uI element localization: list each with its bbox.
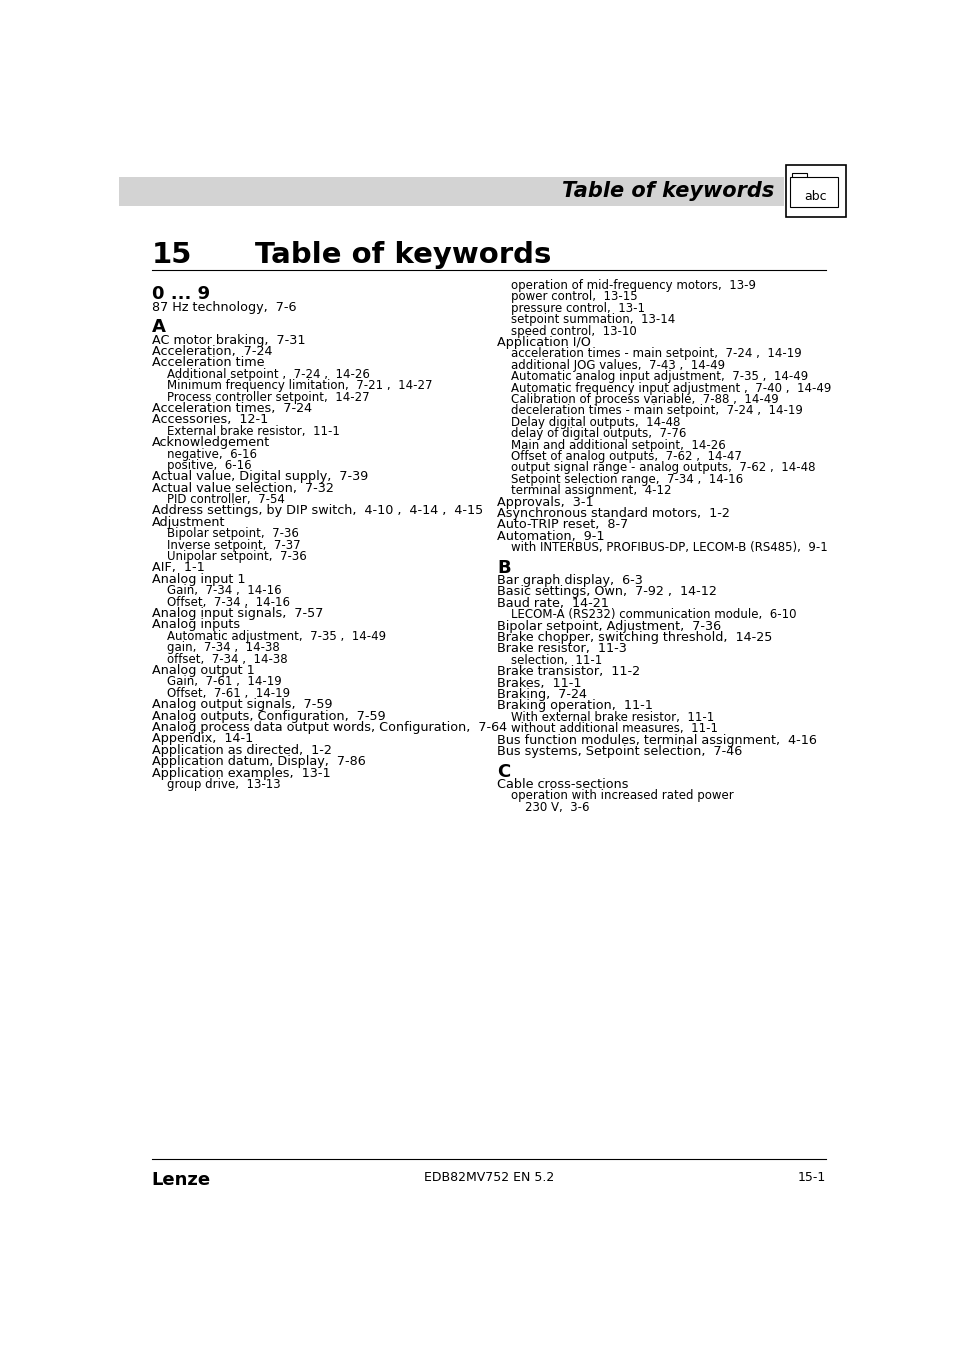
Text: Bipolar setpoint,  7-36: Bipolar setpoint, 7-36: [167, 528, 299, 540]
Text: Asynchronous standard motors,  1-2: Asynchronous standard motors, 1-2: [497, 508, 730, 520]
Text: Application as directed,  1-2: Application as directed, 1-2: [152, 744, 332, 757]
Text: negative,  6-16: negative, 6-16: [167, 447, 257, 460]
Text: Bus function modules, terminal assignment,  4-16: Bus function modules, terminal assignmen…: [497, 733, 817, 747]
Text: Address settings, by DIP switch,  4-10 ,  4-14 ,  4-15: Address settings, by DIP switch, 4-10 , …: [152, 505, 482, 517]
Text: EDB82MV752 EN 5.2: EDB82MV752 EN 5.2: [423, 1170, 554, 1184]
Text: Acceleration times,  7-24: Acceleration times, 7-24: [152, 402, 312, 414]
Text: setpoint summation,  13-14: setpoint summation, 13-14: [511, 313, 675, 327]
Bar: [785, 165, 845, 217]
Text: Bar graph display,  6-3: Bar graph display, 6-3: [497, 574, 642, 587]
Text: Actual value, Digital supply,  7-39: Actual value, Digital supply, 7-39: [152, 470, 368, 483]
Text: Approvals,  3-1: Approvals, 3-1: [497, 495, 594, 509]
Bar: [119, 177, 783, 207]
Text: Baud rate,  14-21: Baud rate, 14-21: [497, 597, 609, 610]
Text: C: C: [497, 763, 510, 780]
Text: Appendix,  14-1: Appendix, 14-1: [152, 733, 253, 745]
Text: Offset,  7-61 ,  14-19: Offset, 7-61 , 14-19: [167, 687, 290, 699]
Text: abc: abc: [803, 190, 826, 202]
Text: AIF,  1-1: AIF, 1-1: [152, 562, 204, 575]
Text: Acknowledgement: Acknowledgement: [152, 436, 270, 450]
Text: Application I/O: Application I/O: [497, 336, 591, 350]
Text: Adjustment: Adjustment: [152, 516, 225, 529]
Text: offset,  7-34 ,  14-38: offset, 7-34 , 14-38: [167, 652, 288, 666]
Text: Application datum, Display,  7-86: Application datum, Display, 7-86: [152, 755, 365, 768]
Text: output signal range - analog outputs,  7-62 ,  14-48: output signal range - analog outputs, 7-…: [511, 462, 815, 474]
Text: Auto-TRIP reset,  8-7: Auto-TRIP reset, 8-7: [497, 518, 628, 532]
Text: Brake chopper, switching threshold,  14-25: Brake chopper, switching threshold, 14-2…: [497, 630, 772, 644]
Text: without additional measures,  11-1: without additional measures, 11-1: [511, 722, 718, 736]
Text: Acceleration time: Acceleration time: [152, 356, 264, 370]
Bar: [791, 173, 806, 180]
Text: Brake resistor,  11-3: Brake resistor, 11-3: [497, 643, 627, 656]
Text: Analog input 1: Analog input 1: [152, 572, 245, 586]
Text: 87 Hz technology,  7-6: 87 Hz technology, 7-6: [152, 301, 296, 313]
Text: A: A: [152, 319, 166, 336]
Text: Offset,  7-34 ,  14-16: Offset, 7-34 , 14-16: [167, 595, 290, 609]
Text: 15: 15: [152, 240, 192, 269]
Text: Accessories,  12-1: Accessories, 12-1: [152, 413, 268, 427]
Text: Main and additional setpoint,  14-26: Main and additional setpoint, 14-26: [511, 439, 725, 452]
Text: Analog inputs: Analog inputs: [152, 618, 239, 632]
Text: B: B: [497, 559, 511, 576]
Text: acceleration times - main setpoint,  7-24 ,  14-19: acceleration times - main setpoint, 7-24…: [511, 347, 801, 360]
Text: Bus systems, Setpoint selection,  7-46: Bus systems, Setpoint selection, 7-46: [497, 745, 742, 759]
Text: 0 ... 9: 0 ... 9: [152, 285, 210, 304]
Text: AC motor braking,  7-31: AC motor braking, 7-31: [152, 333, 305, 347]
Text: Automatic analog input adjustment,  7-35 ,  14-49: Automatic analog input adjustment, 7-35 …: [511, 370, 808, 383]
Text: Brake transistor,  11-2: Brake transistor, 11-2: [497, 666, 639, 678]
Text: speed control,  13-10: speed control, 13-10: [511, 324, 637, 338]
Text: group drive,  13-13: group drive, 13-13: [167, 778, 280, 791]
Text: Cable cross-sections: Cable cross-sections: [497, 778, 628, 791]
Text: deceleration times - main setpoint,  7-24 ,  14-19: deceleration times - main setpoint, 7-24…: [511, 405, 802, 417]
Text: Acceleration,  7-24: Acceleration, 7-24: [152, 346, 272, 358]
Text: gain,  7-34 ,  14-38: gain, 7-34 , 14-38: [167, 641, 280, 655]
Text: Analog output signals,  7-59: Analog output signals, 7-59: [152, 698, 332, 711]
Text: Automation,  9-1: Automation, 9-1: [497, 529, 604, 543]
Text: Basic settings, Own,  7-92 ,  14-12: Basic settings, Own, 7-92 , 14-12: [497, 586, 717, 598]
Text: External brake resistor,  11-1: External brake resistor, 11-1: [167, 425, 340, 437]
Text: Brakes,  11-1: Brakes, 11-1: [497, 676, 581, 690]
Text: Delay digital outputs,  14-48: Delay digital outputs, 14-48: [511, 416, 680, 429]
Text: Analog input signals,  7-57: Analog input signals, 7-57: [152, 608, 323, 620]
Text: Gain,  7-61 ,  14-19: Gain, 7-61 , 14-19: [167, 675, 282, 688]
Text: Analog outputs, Configuration,  7-59: Analog outputs, Configuration, 7-59: [152, 710, 385, 722]
Text: terminal assignment,  4-12: terminal assignment, 4-12: [511, 485, 671, 497]
Text: With external brake resistor,  11-1: With external brake resistor, 11-1: [511, 711, 714, 724]
Text: 15-1: 15-1: [797, 1170, 825, 1184]
Text: Unipolar setpoint,  7-36: Unipolar setpoint, 7-36: [167, 549, 307, 563]
Text: Calibration of process variable,  7-88 ,  14-49: Calibration of process variable, 7-88 , …: [511, 393, 779, 406]
Text: Bipolar setpoint, Adjustment,  7-36: Bipolar setpoint, Adjustment, 7-36: [497, 620, 720, 633]
Text: Table of keywords: Table of keywords: [561, 181, 773, 201]
Text: Actual value selection,  7-32: Actual value selection, 7-32: [152, 482, 334, 494]
Text: Additional setpoint ,  7-24 ,  14-26: Additional setpoint , 7-24 , 14-26: [167, 367, 370, 381]
Text: Braking operation,  11-1: Braking operation, 11-1: [497, 699, 653, 713]
Text: Gain,  7-34 ,  14-16: Gain, 7-34 , 14-16: [167, 585, 282, 597]
Text: LECOM-A (RS232) communication module,  6-10: LECOM-A (RS232) communication module, 6-…: [511, 609, 796, 621]
Text: additional JOG values,  7-43 ,  14-49: additional JOG values, 7-43 , 14-49: [511, 359, 725, 371]
Text: Lenze: Lenze: [152, 1170, 211, 1189]
Text: delay of digital outputs,  7-76: delay of digital outputs, 7-76: [511, 427, 686, 440]
Text: Process controller setpoint,  14-27: Process controller setpoint, 14-27: [167, 390, 370, 404]
Text: operation of mid-frequency motors,  13-9: operation of mid-frequency motors, 13-9: [511, 279, 756, 292]
Text: Analog process data output words, Configuration,  7-64: Analog process data output words, Config…: [152, 721, 506, 734]
Text: Application examples,  13-1: Application examples, 13-1: [152, 767, 330, 779]
Text: Analog output 1: Analog output 1: [152, 664, 254, 678]
Text: with INTERBUS, PROFIBUS-DP, LECOM-B (RS485),  9-1: with INTERBUS, PROFIBUS-DP, LECOM-B (RS4…: [511, 541, 827, 554]
Text: Offset of analog outputs,  7-62 ,  14-47: Offset of analog outputs, 7-62 , 14-47: [511, 450, 741, 463]
Bar: [790, 177, 838, 207]
Text: 230 V,  3-6: 230 V, 3-6: [525, 801, 589, 814]
Text: power control,  13-15: power control, 13-15: [511, 290, 638, 304]
Text: PID controller,  7-54: PID controller, 7-54: [167, 493, 285, 506]
Text: Minimum frequency limitation,  7-21 ,  14-27: Minimum frequency limitation, 7-21 , 14-…: [167, 379, 433, 391]
Text: operation with increased rated power: operation with increased rated power: [511, 790, 734, 802]
Text: Automatic frequency input adjustment ,  7-40 ,  14-49: Automatic frequency input adjustment , 7…: [511, 382, 831, 394]
Text: Table of keywords: Table of keywords: [254, 240, 551, 269]
Text: selection,  11-1: selection, 11-1: [511, 653, 602, 667]
Text: Braking,  7-24: Braking, 7-24: [497, 688, 587, 701]
Text: Setpoint selection range,  7-34 ,  14-16: Setpoint selection range, 7-34 , 14-16: [511, 472, 742, 486]
Text: Inverse setpoint,  7-37: Inverse setpoint, 7-37: [167, 539, 300, 552]
Text: Automatic adjustment,  7-35 ,  14-49: Automatic adjustment, 7-35 , 14-49: [167, 630, 386, 643]
Text: pressure control,  13-1: pressure control, 13-1: [511, 302, 645, 315]
Text: positive,  6-16: positive, 6-16: [167, 459, 252, 472]
